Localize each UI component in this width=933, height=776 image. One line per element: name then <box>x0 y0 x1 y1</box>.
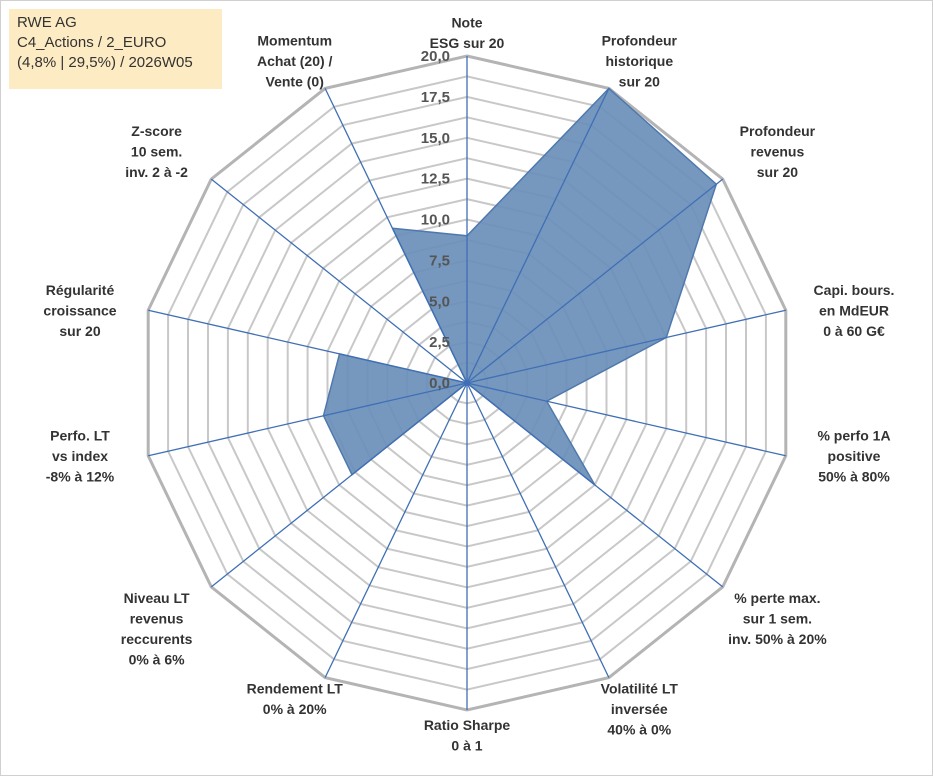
axis-label-line: sur 20 <box>757 164 798 180</box>
axis-label-line: Volatilité LT <box>601 681 679 697</box>
axis-label: Régularité croissance sur 20 <box>43 282 116 339</box>
axis-label: Capi. bours. en MdEUR 0 à 60 G€ <box>814 282 895 339</box>
axis-label-line: inversée <box>611 701 668 717</box>
spoke-line <box>324 382 468 678</box>
axis-label: % perfo 1A positive 50% à 80% <box>817 427 890 484</box>
axis-label-line: 0 à 1 <box>451 738 482 754</box>
radar-spokes <box>148 56 786 710</box>
axis-label: Z-score 10 sem. inv. 2 à -2 <box>125 123 188 180</box>
axis-label-line: 40% à 0% <box>607 722 671 738</box>
axis-label-line: 50% à 80% <box>818 468 890 484</box>
axis-label-line: croissance <box>43 302 116 318</box>
axis-label: Ratio Sharpe 0 à 1 <box>424 717 511 754</box>
spoke-line <box>148 309 468 384</box>
axis-label-line: Régularité <box>46 282 115 298</box>
tick-label: 0,0 <box>429 375 450 392</box>
axis-label-line: -8% à 12% <box>46 468 115 484</box>
spoke-line <box>210 382 468 588</box>
axis-label-line: Profondeur <box>602 32 678 48</box>
spoke-line <box>324 88 468 384</box>
axis-label: Perfo. LT vs index -8% à 12% <box>46 427 115 484</box>
tick-label: 17,5 <box>421 89 450 106</box>
axis-label-line: vs index <box>52 448 108 464</box>
axis-label-line: ESG sur 20 <box>430 35 505 51</box>
axis-label-line: positive <box>828 448 881 464</box>
spoke-line <box>466 382 610 678</box>
spoke-line <box>466 88 610 384</box>
tick-label: 12,5 <box>421 171 450 188</box>
radar-axis-labels: Note ESG sur 20 Profondeur historique sur 20… <box>43 15 894 754</box>
axis-label-line: sur 20 <box>619 73 660 89</box>
chart-title-box: RWE AG C4_Actions / 2_EURO (4,8% | 29,5%… <box>9 9 222 89</box>
spoke-line <box>210 178 468 384</box>
axis-label: Rendement LT 0% à 20% <box>247 681 344 718</box>
axis-label: Momentum Achat (20) / Vente (0) <box>257 32 333 89</box>
axis-label: Volatilité LT inversée 40% à 0% <box>601 681 679 738</box>
axis-label-line: 0 à 60 G€ <box>823 323 885 339</box>
axis-label-line: 0% à 6% <box>129 651 186 667</box>
tick-label: 7,5 <box>429 252 450 269</box>
axis-label: Niveau LT revenus reccurents 0% à 6% <box>121 590 193 668</box>
axis-label-line: Rendement LT <box>247 681 344 697</box>
tick-label: 5,0 <box>429 293 450 310</box>
axis-label-line: Momentum <box>257 32 332 48</box>
axis-label-line: Capi. bours. <box>814 282 895 298</box>
spoke-line <box>466 382 724 588</box>
axis-label-line: Niveau LT <box>124 590 190 606</box>
axis-label-line: inv. 50% à 20% <box>728 631 827 647</box>
axis-label-line: Ratio Sharpe <box>424 717 511 733</box>
axis-label-line: reccurents <box>121 631 193 647</box>
axis-label-line: historique <box>605 53 673 69</box>
axis-label-line: sur 20 <box>59 323 100 339</box>
title-line-company: RWE AG <box>17 14 77 31</box>
tick-label: 2,5 <box>429 334 450 351</box>
axis-label-line: % perfo 1A <box>817 427 890 443</box>
title-line-period: (4,8% | 29,5%) / 2026W05 <box>17 54 193 71</box>
axis-label-line: Z-score <box>131 123 182 139</box>
axis-label: % perte max. sur 1 sem. inv. 50% à 20% <box>728 590 827 647</box>
axis-label-line: Achat (20) / <box>257 53 333 69</box>
spoke-line <box>148 382 468 457</box>
axis-label-line: revenus <box>130 610 184 626</box>
axis-label-line: Note <box>451 15 482 31</box>
tick-label: 10,0 <box>421 212 450 229</box>
axis-label-line: Profondeur <box>740 123 816 139</box>
title-line-category: C4_Actions / 2_EURO <box>17 34 167 51</box>
radar-tick-labels: 0,0 2,5 5,0 7,5 10,0 12,5 15,0 17,5 20,0 <box>421 48 450 392</box>
axis-label-line: Vente (0) <box>266 73 324 89</box>
axis-label-line: % perte max. <box>734 590 820 606</box>
axis-label-line: sur 1 sem. <box>743 610 812 626</box>
axis-label-line: en MdEUR <box>819 302 889 318</box>
axis-label: Profondeur revenus sur 20 <box>740 123 816 180</box>
axis-label: Note ESG sur 20 <box>430 15 505 52</box>
axis-label-line: Perfo. LT <box>50 427 110 443</box>
axis-label-line: 10 sem. <box>131 144 182 160</box>
tick-label: 15,0 <box>421 130 450 147</box>
spoke-line <box>466 382 786 457</box>
axis-label-line: inv. 2 à -2 <box>125 164 188 180</box>
axis-label: Profondeur historique sur 20 <box>602 32 678 89</box>
spoke-line <box>466 178 724 384</box>
axis-label-line: 0% à 20% <box>263 701 327 717</box>
spoke-line <box>466 309 786 384</box>
tick-label: 20,0 <box>421 48 450 65</box>
axis-label-line: revenus <box>751 144 805 160</box>
